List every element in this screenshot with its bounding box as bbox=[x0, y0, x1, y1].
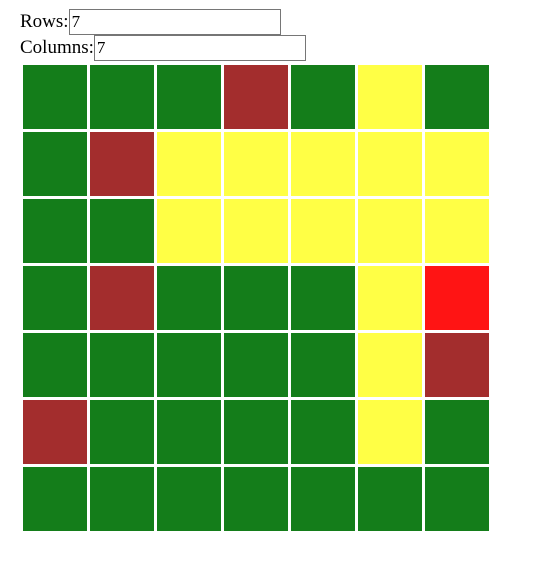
rows-label: Rows: bbox=[20, 11, 69, 32]
grid-cell-yellow[interactable] bbox=[291, 132, 355, 196]
grid-cell-green[interactable] bbox=[425, 65, 489, 129]
grid-cell-green[interactable] bbox=[157, 333, 221, 397]
grid-cell-yellow[interactable] bbox=[358, 333, 422, 397]
grid-cell-green[interactable] bbox=[23, 333, 87, 397]
grid-cell-green[interactable] bbox=[23, 467, 87, 531]
grid-cell-green[interactable] bbox=[157, 266, 221, 330]
grid-cell-yellow[interactable] bbox=[224, 132, 288, 196]
grid-cell-green[interactable] bbox=[23, 266, 87, 330]
grid-cell-brown[interactable] bbox=[224, 65, 288, 129]
grid-cell-green[interactable] bbox=[425, 400, 489, 464]
grid-cell-green[interactable] bbox=[157, 467, 221, 531]
columns-input[interactable] bbox=[93, 35, 306, 61]
grid-cell-green[interactable] bbox=[291, 333, 355, 397]
grid-cell-green[interactable] bbox=[224, 400, 288, 464]
grid-cell-green[interactable] bbox=[224, 266, 288, 330]
grid-cell-yellow[interactable] bbox=[157, 132, 221, 196]
grid-cell-green[interactable] bbox=[291, 65, 355, 129]
grid-cell-green[interactable] bbox=[291, 467, 355, 531]
grid-cell-green[interactable] bbox=[90, 65, 154, 129]
grid-cell-brown[interactable] bbox=[90, 266, 154, 330]
rows-field-row: Rows: bbox=[20, 9, 281, 35]
grid-cell-yellow[interactable] bbox=[358, 199, 422, 263]
grid-cell-green[interactable] bbox=[23, 65, 87, 129]
columns-field-row: Columns: bbox=[20, 35, 306, 61]
color-grid bbox=[20, 62, 492, 534]
grid-cell-green[interactable] bbox=[23, 199, 87, 263]
grid-cell-yellow[interactable] bbox=[157, 199, 221, 263]
grid-cell-green[interactable] bbox=[23, 132, 87, 196]
grid-cell-yellow[interactable] bbox=[425, 132, 489, 196]
columns-label: Columns: bbox=[20, 37, 94, 58]
grid-cell-green[interactable] bbox=[291, 400, 355, 464]
grid-cell-yellow[interactable] bbox=[358, 132, 422, 196]
grid-cell-green[interactable] bbox=[157, 65, 221, 129]
rows-input[interactable] bbox=[68, 9, 281, 35]
grid-cell-green[interactable] bbox=[425, 467, 489, 531]
grid-cell-green[interactable] bbox=[224, 467, 288, 531]
grid-cell-green[interactable] bbox=[90, 199, 154, 263]
grid-cell-green[interactable] bbox=[90, 333, 154, 397]
grid-cell-brown[interactable] bbox=[90, 132, 154, 196]
grid-cell-red[interactable] bbox=[425, 266, 489, 330]
grid-cell-yellow[interactable] bbox=[358, 266, 422, 330]
grid-cell-brown[interactable] bbox=[23, 400, 87, 464]
grid-cell-green[interactable] bbox=[90, 400, 154, 464]
grid-cell-yellow[interactable] bbox=[425, 199, 489, 263]
grid-cell-brown[interactable] bbox=[425, 333, 489, 397]
grid-cell-green[interactable] bbox=[291, 266, 355, 330]
grid-cell-green[interactable] bbox=[157, 400, 221, 464]
grid-cell-green[interactable] bbox=[90, 467, 154, 531]
grid-cell-green[interactable] bbox=[224, 333, 288, 397]
grid-cell-yellow[interactable] bbox=[358, 400, 422, 464]
grid-cell-green[interactable] bbox=[358, 467, 422, 531]
grid-cell-yellow[interactable] bbox=[291, 199, 355, 263]
grid-cell-yellow[interactable] bbox=[224, 199, 288, 263]
grid-cell-yellow[interactable] bbox=[358, 65, 422, 129]
